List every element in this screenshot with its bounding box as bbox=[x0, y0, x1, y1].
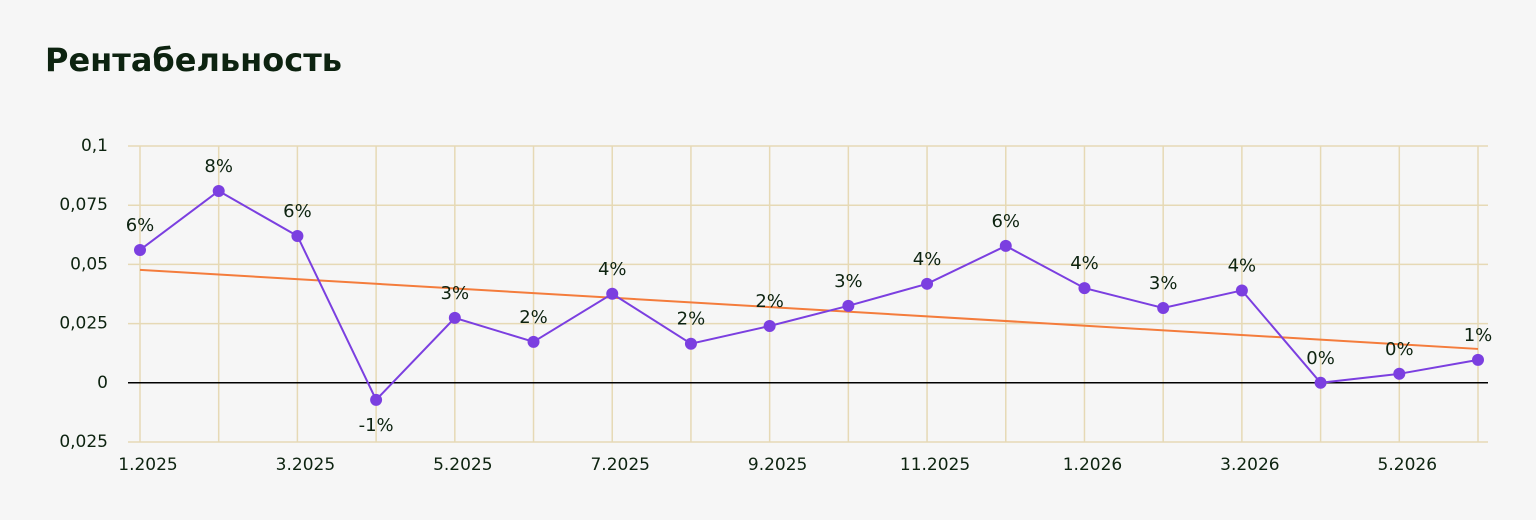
x-tick-label: 5.2026 bbox=[1378, 455, 1437, 475]
point bbox=[1157, 301, 1170, 314]
x-tick-label: 11.2025 bbox=[900, 455, 970, 475]
y-tick-label: 0,025 bbox=[59, 432, 108, 452]
x-tick-label: 5.2025 bbox=[433, 455, 492, 475]
x-tick-label: 1.2025 bbox=[118, 455, 177, 475]
value-label: -1% bbox=[359, 415, 394, 436]
value-label: 4% bbox=[1070, 253, 1099, 274]
point bbox=[1393, 367, 1406, 380]
value-label: 4% bbox=[913, 249, 942, 270]
point bbox=[1235, 284, 1248, 297]
x-tick-label: 3.2025 bbox=[276, 455, 335, 475]
x-tick-label: 7.2025 bbox=[590, 455, 649, 475]
value-label: 3% bbox=[1149, 273, 1178, 294]
point bbox=[606, 287, 619, 300]
point bbox=[999, 239, 1012, 252]
point bbox=[212, 184, 225, 197]
point bbox=[291, 229, 304, 242]
value-label: 0% bbox=[1385, 339, 1414, 360]
value-label: 3% bbox=[834, 271, 863, 292]
line bbox=[139, 189, 1479, 402]
chart-title: Рентабельность bbox=[45, 41, 342, 79]
y-tick-label: 0,025 bbox=[59, 314, 108, 334]
x-tick-label: 9.2025 bbox=[748, 455, 807, 475]
point bbox=[1472, 353, 1484, 366]
point bbox=[527, 335, 540, 348]
point bbox=[1314, 376, 1327, 389]
value-label: 6% bbox=[991, 211, 1020, 232]
value-label: 2% bbox=[519, 307, 548, 328]
value-label: 6% bbox=[126, 215, 155, 236]
x-tick-label: 1.2026 bbox=[1063, 455, 1122, 475]
point bbox=[1078, 282, 1091, 295]
value-label: 0% bbox=[1306, 348, 1335, 369]
value-label: 3% bbox=[441, 283, 470, 304]
trend-line bbox=[139, 268, 1479, 350]
point bbox=[370, 393, 383, 406]
point bbox=[448, 311, 461, 324]
y-tick-label: 0,075 bbox=[59, 195, 108, 215]
value-label: 6% bbox=[283, 201, 312, 222]
value-label: 2% bbox=[755, 291, 784, 312]
y-tick-label: 0,05 bbox=[70, 254, 108, 274]
y-tick-label: 0,1 bbox=[81, 136, 108, 156]
value-label: 4% bbox=[1228, 255, 1257, 276]
point bbox=[763, 319, 776, 332]
y-tick-label: 0 bbox=[97, 373, 108, 393]
value-label: 1% bbox=[1464, 325, 1493, 346]
point bbox=[134, 243, 146, 256]
point bbox=[842, 299, 855, 312]
value-label: 2% bbox=[677, 309, 706, 330]
value-label: 8% bbox=[204, 156, 233, 177]
x-tick-label: 3.2026 bbox=[1220, 455, 1279, 475]
value-label: 4% bbox=[598, 259, 627, 280]
point bbox=[684, 337, 697, 350]
point bbox=[921, 277, 934, 290]
